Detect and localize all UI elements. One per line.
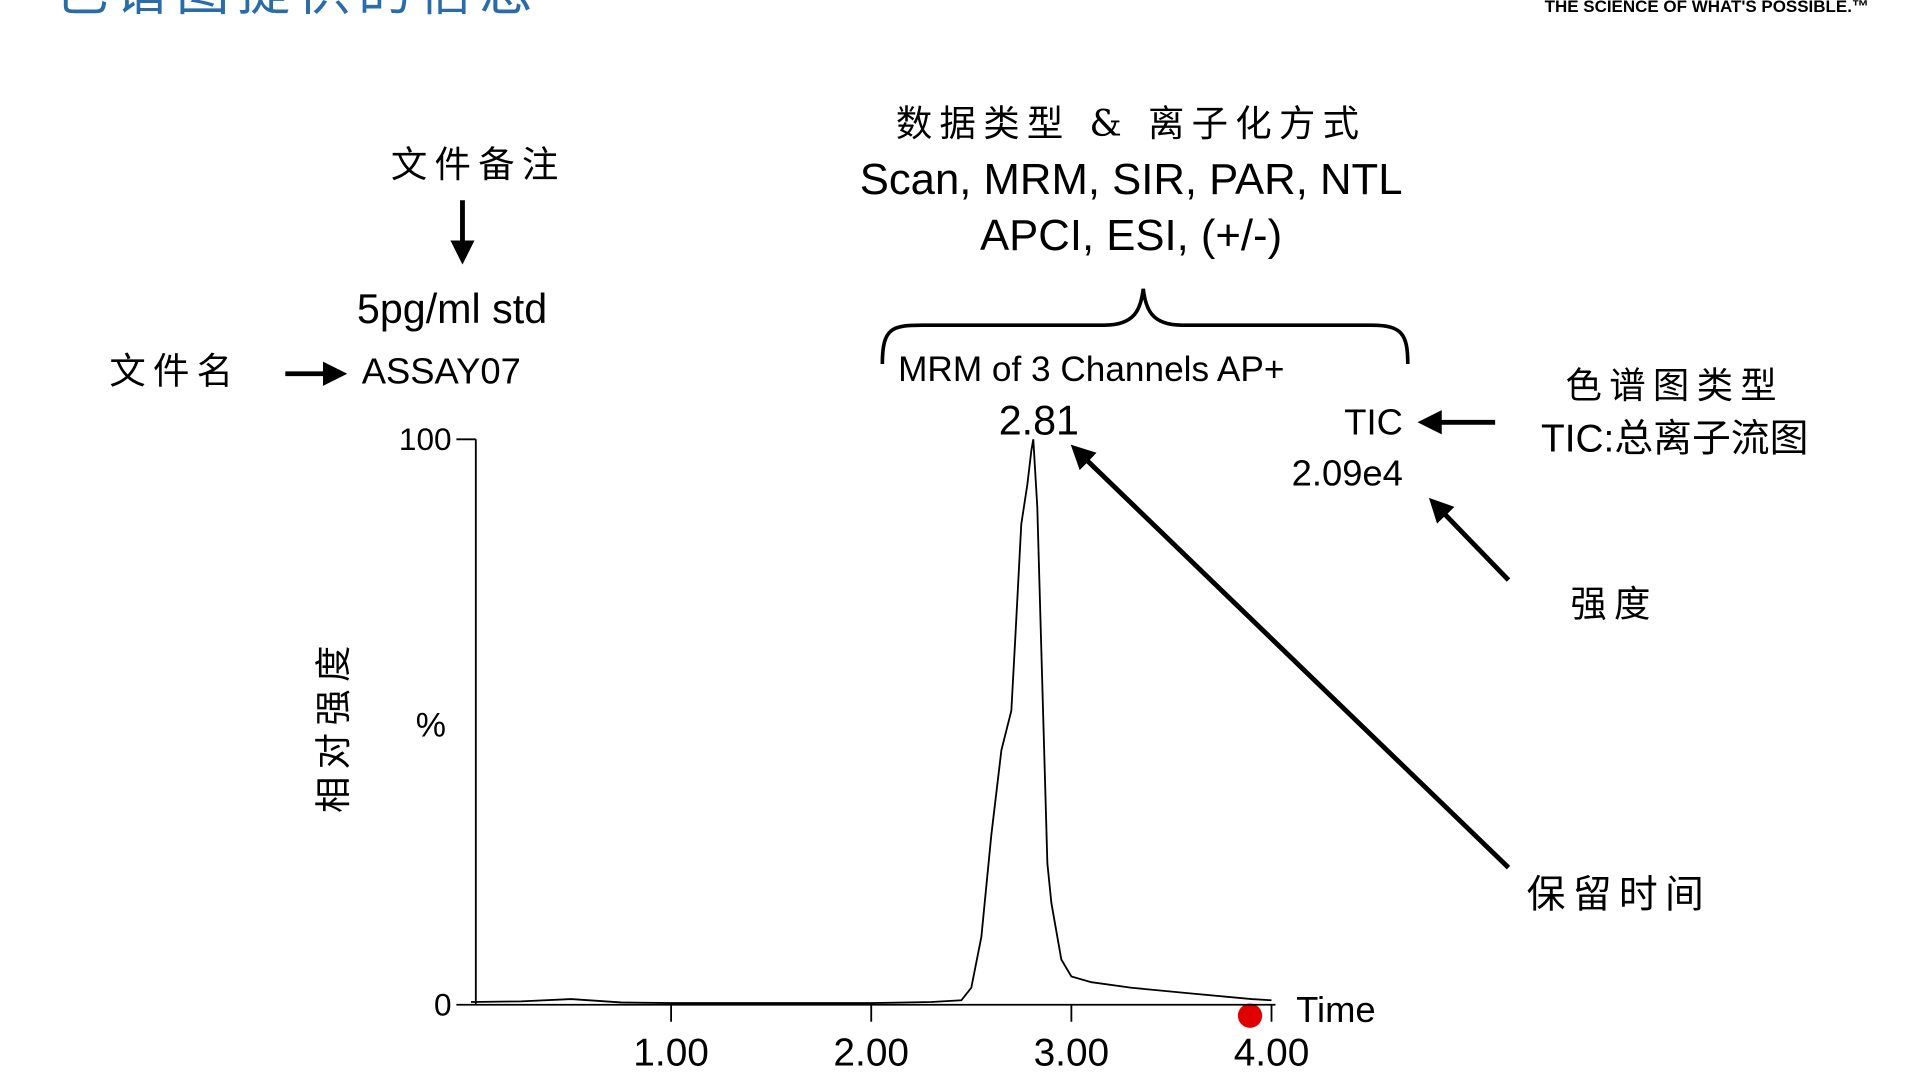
intensity-label: 强度: [1570, 582, 1657, 625]
intensity-value: 2.09e4: [1292, 452, 1403, 493]
x-tick-label: 2.00: [833, 1031, 909, 1074]
slide-title: 色谱图提供的信息: [55, 0, 540, 23]
x-tick-label: 1.00: [633, 1031, 709, 1074]
file-name: ASSAY07: [362, 350, 521, 391]
y-axis-label: %: [416, 707, 446, 745]
file-name-label: 文件名: [109, 349, 240, 392]
logo-tagline: THE SCIENCE OF WHAT'S POSSIBLE.™: [1545, 0, 1869, 16]
y-title: 相对强度: [312, 638, 355, 813]
chrom-type-label: 色谱图类型: [1566, 364, 1784, 407]
data-type-label: 数据类型 & 离子化方式: [896, 102, 1366, 145]
arrow: [1070, 444, 1511, 870]
function-label: MRM of 3 Channels AP+: [898, 350, 1284, 389]
y-tick-label: 0: [434, 987, 452, 1023]
chromatogram-trace: [470, 439, 1272, 1004]
brace: [880, 288, 1410, 365]
ionization: APCI, ESI, (+/-): [980, 211, 1282, 260]
y-tick-label: 100: [399, 421, 452, 457]
file-note: 5pg/ml std: [357, 286, 547, 332]
tic-label: TIC:总离子流图: [1541, 417, 1808, 460]
x-tick-label: 4.00: [1234, 1031, 1310, 1074]
x-tick-label: 3.00: [1034, 1031, 1110, 1074]
x-axis-label: Time: [1296, 989, 1376, 1030]
peak-label: 2.81: [999, 397, 1079, 443]
cursor-dot: [1237, 1003, 1263, 1028]
data-types: Scan, MRM, SIR, PAR, NTL: [860, 155, 1403, 204]
arrow: [1428, 497, 1511, 582]
file-note-label: 文件备注: [391, 143, 566, 186]
chrom-type: TIC: [1344, 401, 1403, 442]
rt-label: 保留时间: [1527, 873, 1711, 918]
